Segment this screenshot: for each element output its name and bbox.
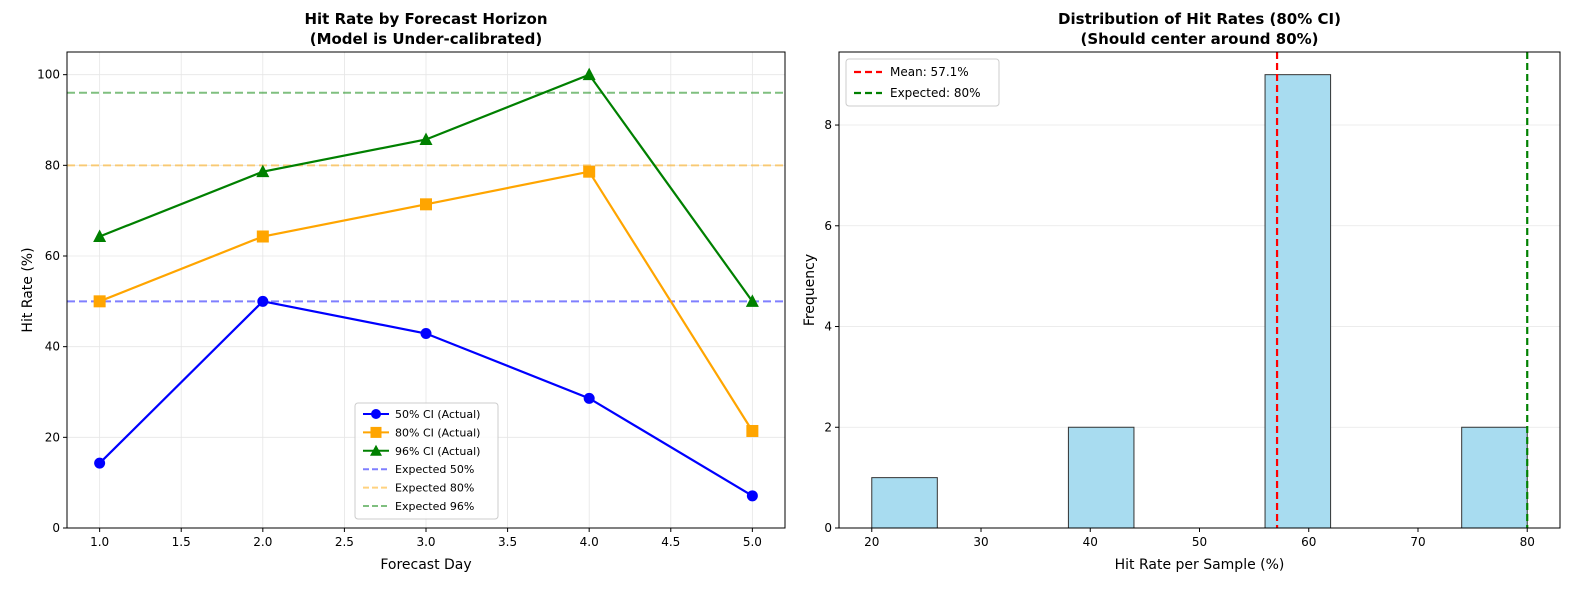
x-axis-label: Forecast Day	[380, 557, 471, 573]
x-tick-label: 50	[1192, 535, 1207, 549]
x-tick-label: 80	[1520, 535, 1535, 549]
x-tick-label: 2.5	[335, 535, 354, 549]
legend-box	[845, 58, 1000, 107]
x-tick-label: 20	[864, 535, 879, 549]
legend-label: Expected 96%	[395, 500, 474, 513]
x-tick-label: 3.0	[416, 535, 435, 549]
x-tick-label: 5.0	[743, 535, 762, 549]
data-point	[93, 295, 106, 308]
histogram-bar	[1264, 74, 1332, 529]
x-tick-label: 70	[1410, 535, 1425, 549]
y-tick-label: 100	[37, 68, 60, 82]
data-point	[583, 165, 596, 178]
data-point	[746, 424, 759, 437]
y-tick-label: 6	[824, 219, 832, 233]
chart-title-line2: (Should center around 80%)	[1080, 30, 1318, 48]
legend-box	[354, 402, 499, 520]
histogram-panel: 20 30 40 50 60 70 80 0 2 4 6 8 Distribution of Hit R…	[802, 10, 1561, 573]
legend-label: Expected: 80%	[890, 86, 981, 100]
x-tick-label: 4.0	[580, 535, 599, 549]
data-point	[256, 164, 270, 178]
data-point	[583, 392, 595, 404]
y-tick-label: 40	[45, 340, 60, 354]
y-tick-label: 20	[45, 430, 60, 444]
histogram-bar	[871, 477, 938, 529]
data-point	[419, 132, 433, 145]
x-tick-label: 40	[1083, 535, 1098, 549]
x-tick-label: 60	[1301, 535, 1316, 549]
legend-label: 50% CI (Actual)	[395, 408, 480, 421]
x-tick-label: 2.0	[253, 535, 272, 549]
chart-title-line1: Hit Rate by Forecast Horizon	[304, 10, 547, 28]
line-chart-panel: 1.0 1.5 2.0 2.5 3.0 3.5 4.0 4.5 5.0 0 20 40 60 80 100 H…	[20, 10, 786, 573]
legend-marker	[370, 444, 382, 456]
data-point	[420, 198, 432, 211]
legend-label: Expected 80%	[395, 482, 474, 495]
chart-title-line1: Distribution of Hit Rates (80% CI)	[1058, 10, 1341, 28]
data-point	[256, 230, 269, 243]
x-tick-label: 4.5	[661, 535, 680, 549]
data-point	[746, 490, 758, 502]
data-point	[582, 67, 596, 81]
legend-label: Mean: 57.1%	[890, 65, 969, 79]
histogram-bar	[1067, 426, 1135, 529]
x-tick-label: 1.5	[172, 535, 191, 549]
y-axis-label: Frequency	[802, 254, 818, 326]
x-axis-label: Hit Rate per Sample (%)	[1115, 557, 1285, 573]
histogram-bar	[1461, 426, 1528, 529]
legend-label: 80% CI (Actual)	[395, 426, 480, 439]
data-point	[745, 294, 759, 307]
legend-marker	[370, 426, 382, 438]
y-tick-label: 0	[824, 521, 832, 535]
legend-label: Expected 50%	[395, 463, 474, 476]
y-tick-label: 80	[45, 158, 60, 172]
legend-marker	[371, 409, 381, 419]
data-point	[93, 229, 107, 243]
y-axis-label: Hit Rate (%)	[20, 247, 36, 332]
y-tick-label: 2	[824, 420, 832, 434]
x-tick-label: 3.5	[498, 535, 517, 549]
chart-title-line2: (Model is Under-calibrated)	[310, 30, 543, 48]
plot-frame	[838, 51, 1561, 529]
legend-label: 96% CI (Actual)	[395, 445, 480, 458]
y-tick-label: 60	[45, 249, 60, 263]
x-tick-label: 30	[973, 535, 988, 549]
y-tick-label: 0	[52, 521, 60, 535]
data-point	[94, 457, 106, 469]
y-tick-label: 4	[824, 320, 832, 334]
x-tick-label: 1.0	[90, 535, 109, 549]
y-tick-label: 8	[824, 118, 832, 132]
data-point	[420, 328, 432, 340]
data-point	[257, 295, 269, 307]
